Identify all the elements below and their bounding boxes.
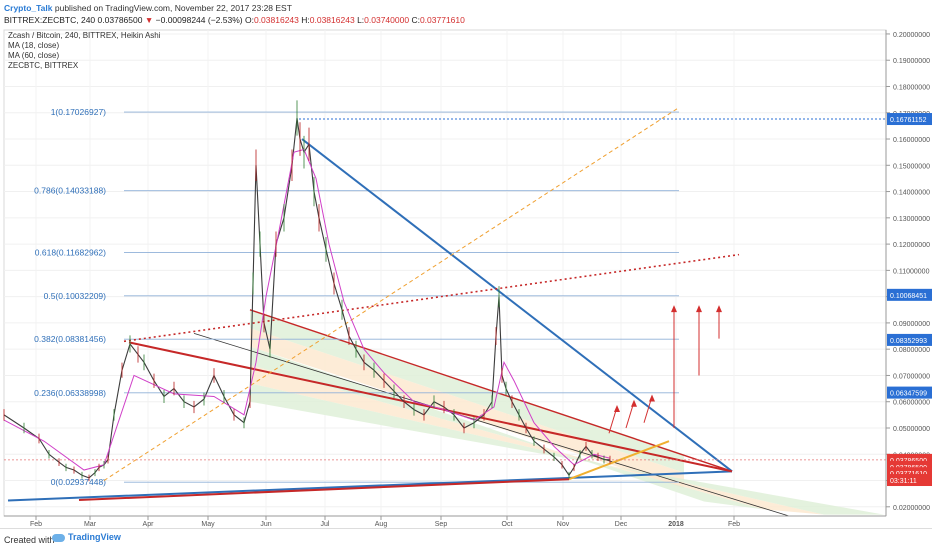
y-tick-label: 0.15000000: [893, 163, 930, 170]
high-label: H:: [301, 15, 310, 25]
orange-breakout-line: [568, 440, 670, 481]
open-value: 0.03816243: [253, 15, 299, 25]
channel-upper-line: [249, 309, 733, 473]
price-tag: [887, 386, 932, 399]
x-tick-label: Mar: [84, 521, 97, 528]
x-tick-label: Feb: [728, 521, 740, 528]
arrow-4-head: [671, 305, 677, 313]
y-tick-label: 0.20000000: [893, 32, 930, 39]
down-arrow-icon: ▼: [144, 15, 154, 25]
chart-header: Crypto_Talk published on TradingView.com…: [0, 0, 932, 28]
price-tag: [887, 333, 932, 346]
price-tag: [887, 113, 932, 126]
symbol-line: BITTREX:ZECBTC, 240 0.03786500 ▼ −0.0009…: [4, 15, 465, 25]
price-tag-label: 0.16761152: [890, 117, 927, 124]
trendline-red-lower: [78, 478, 570, 501]
legend-compare[interactable]: ZECBTC, BITTREX: [8, 61, 79, 70]
close-value: 0.03771610: [419, 15, 465, 25]
dashed-fib-diagonal: [103, 107, 680, 481]
price-tag-label: 0.10068451: [890, 293, 927, 300]
dotted-resistance-line: [123, 253, 740, 343]
created-with: Created with: [4, 535, 55, 545]
price-tag-label: 0.06347599: [890, 391, 927, 398]
publish-line: Crypto_Talk published on TradingView.com…: [4, 3, 292, 13]
legend-title: Zcash / Bitcoin, 240, BITTREX, Heikin As…: [8, 31, 161, 40]
x-tick-label: Dec: [615, 521, 628, 528]
trendline-blue-base: [7, 470, 733, 502]
x-tick-label: Aug: [375, 521, 388, 528]
channel-median-line: [193, 333, 790, 517]
x-tick-label: 2018: [668, 521, 684, 528]
channel-band: [250, 309, 684, 473]
brand-name: TradingView: [68, 532, 121, 542]
plot-background: [3, 29, 887, 517]
price-tag: [887, 474, 932, 487]
low-label: L:: [357, 15, 365, 25]
symbol: BITTREX:ZECBTC, 240: [4, 15, 96, 25]
arrow-1-head: [614, 404, 620, 412]
y-tick-label: 0.07000000: [893, 373, 930, 380]
x-tick-label: Jun: [260, 521, 271, 528]
x-tick-label: May: [201, 521, 215, 528]
legend-ma60[interactable]: MA (60, close): [8, 51, 60, 60]
x-tick-label: Nov: [557, 521, 570, 528]
y-tick-label: 0.05000000: [893, 426, 930, 433]
x-tick-label: Apr: [143, 521, 155, 528]
y-tick-label: 0.11000000: [893, 268, 930, 275]
fib-level-label: 0.786(0.14033188): [34, 186, 106, 196]
y-tick-label: 0.06000000: [893, 400, 930, 407]
x-tick-label: Feb: [30, 521, 42, 528]
fib-level-label: 0.236(0.06338998): [34, 388, 106, 398]
open-label: O:: [244, 15, 254, 25]
arrow-3-head: [649, 394, 655, 402]
price-tag: [887, 288, 932, 301]
y-tick-label: 0.19000000: [893, 58, 930, 65]
y-tick-label: 0.18000000: [893, 84, 930, 91]
price-chart[interactable]: 1(0.17026927) 0.786(0.14033188) 0.618(0.11…: [0, 28, 932, 528]
y-tick-label: 0.02000000: [893, 505, 930, 512]
fib-level-label: 0.382(0.08381456): [34, 334, 106, 344]
low-value: 0.03740000: [364, 15, 410, 25]
channel-band: [250, 328, 684, 489]
y-tick-label: 0.12000000: [893, 242, 930, 249]
close-label: C:: [411, 15, 420, 25]
x-tick-label: Oct: [502, 521, 513, 528]
x-tick-label: Jul: [321, 521, 330, 528]
chart-legend: Zcash / Bitcoin, 240, BITTREX, Heikin As…: [8, 31, 161, 71]
cloud-icon: [52, 533, 65, 542]
high-value: 0.03816243: [309, 15, 355, 25]
footer: Created with TradingView: [0, 528, 932, 551]
tradingview-logo[interactable]: TradingView: [52, 532, 121, 542]
last-price: 0.03786500: [97, 15, 143, 25]
arrow-2-head: [631, 399, 637, 407]
arrow-6-head: [716, 305, 722, 313]
fib-level-label: 0.618(0.11682962): [35, 247, 106, 257]
y-tick-label: 0.13000000: [893, 216, 930, 223]
x-tick-label: Sep: [435, 521, 448, 528]
chart-area[interactable]: 1(0.17026927) 0.786(0.14033188) 0.618(0.11…: [0, 28, 932, 528]
y-tick-label: 0.16000000: [893, 137, 930, 144]
price-tag-label: 0.08352993: [890, 338, 927, 345]
publish-info: published on TradingView.com, November 2…: [54, 3, 292, 13]
author-link[interactable]: Crypto_Talk: [4, 3, 53, 13]
price-tag-label: 03:31:11: [890, 478, 917, 485]
y-tick-label: 0.09000000: [893, 321, 930, 328]
fib-level-label: 0(0.02937448): [51, 477, 106, 487]
y-tick-label: 0.14000000: [893, 190, 930, 197]
arrow-5-head: [696, 305, 702, 313]
price-change: −0.00098244 (−2.53%): [155, 15, 243, 25]
fib-level-label: 0.5(0.10032209): [44, 291, 107, 301]
legend-ma18[interactable]: MA (18, close): [8, 41, 60, 50]
y-tick-label: 0.08000000: [893, 347, 930, 354]
fib-level-label: 1(0.17026927): [51, 107, 106, 117]
ma18-series: [3, 148, 611, 471]
trendline-blue-down: [301, 138, 733, 473]
